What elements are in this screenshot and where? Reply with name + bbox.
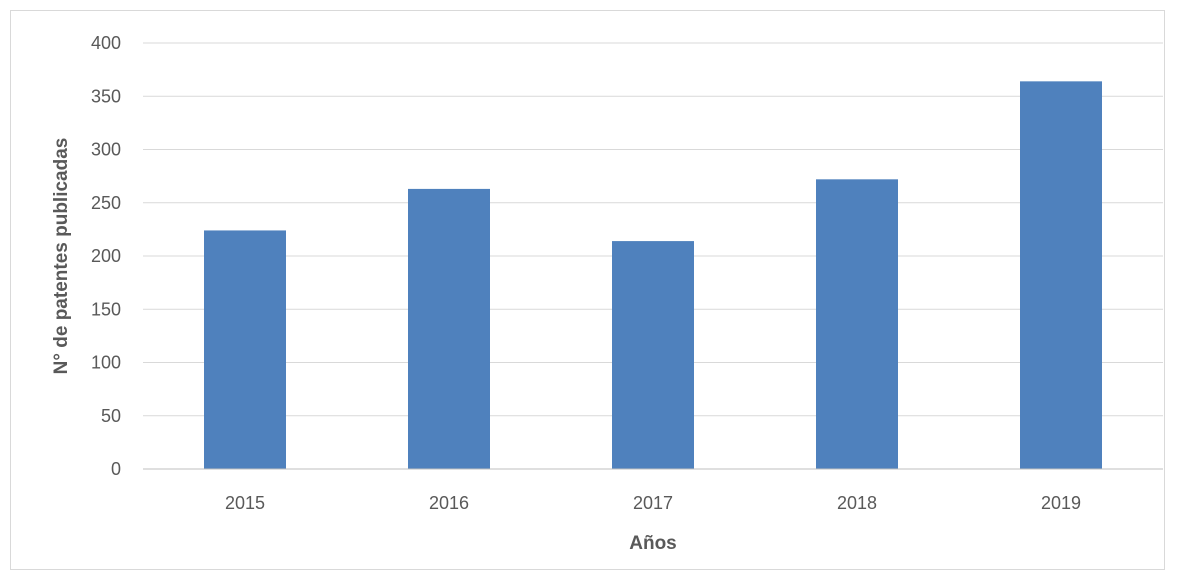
x-axis-title: Años [629, 533, 677, 554]
x-tick-label: 2015 [225, 493, 265, 513]
y-tick-label: 250 [91, 193, 121, 213]
y-tick-label: 400 [91, 33, 121, 53]
bars [204, 81, 1102, 469]
x-tick-label: 2018 [837, 493, 877, 513]
chart-frame [10, 10, 1165, 570]
bar-2018 [816, 179, 898, 469]
y-tick-label: 150 [91, 299, 121, 319]
x-tick-label: 2019 [1041, 493, 1081, 513]
y-tick-label: 0 [111, 459, 121, 479]
y-tick-label: 300 [91, 140, 121, 160]
x-tick-label: 2017 [633, 493, 673, 513]
y-tick-labels: 0 50 100 150 200 250 300 350 400 [91, 33, 121, 479]
x-tick-labels: 2015 2016 2017 2018 2019 [225, 493, 1081, 513]
y-axis-title: N° de patentes publicadas [51, 138, 72, 375]
y-tick-label: 50 [101, 406, 121, 426]
gridlines [143, 42, 1163, 417]
y-tick-label: 200 [91, 246, 121, 266]
x-tick-label: 2016 [429, 493, 469, 513]
bar-2017 [612, 241, 694, 469]
bar-2016 [408, 188, 490, 469]
y-tick-label: 350 [91, 86, 121, 106]
bar-2015 [204, 230, 286, 469]
bar-2019 [1020, 81, 1102, 469]
y-tick-label: 100 [91, 353, 121, 373]
